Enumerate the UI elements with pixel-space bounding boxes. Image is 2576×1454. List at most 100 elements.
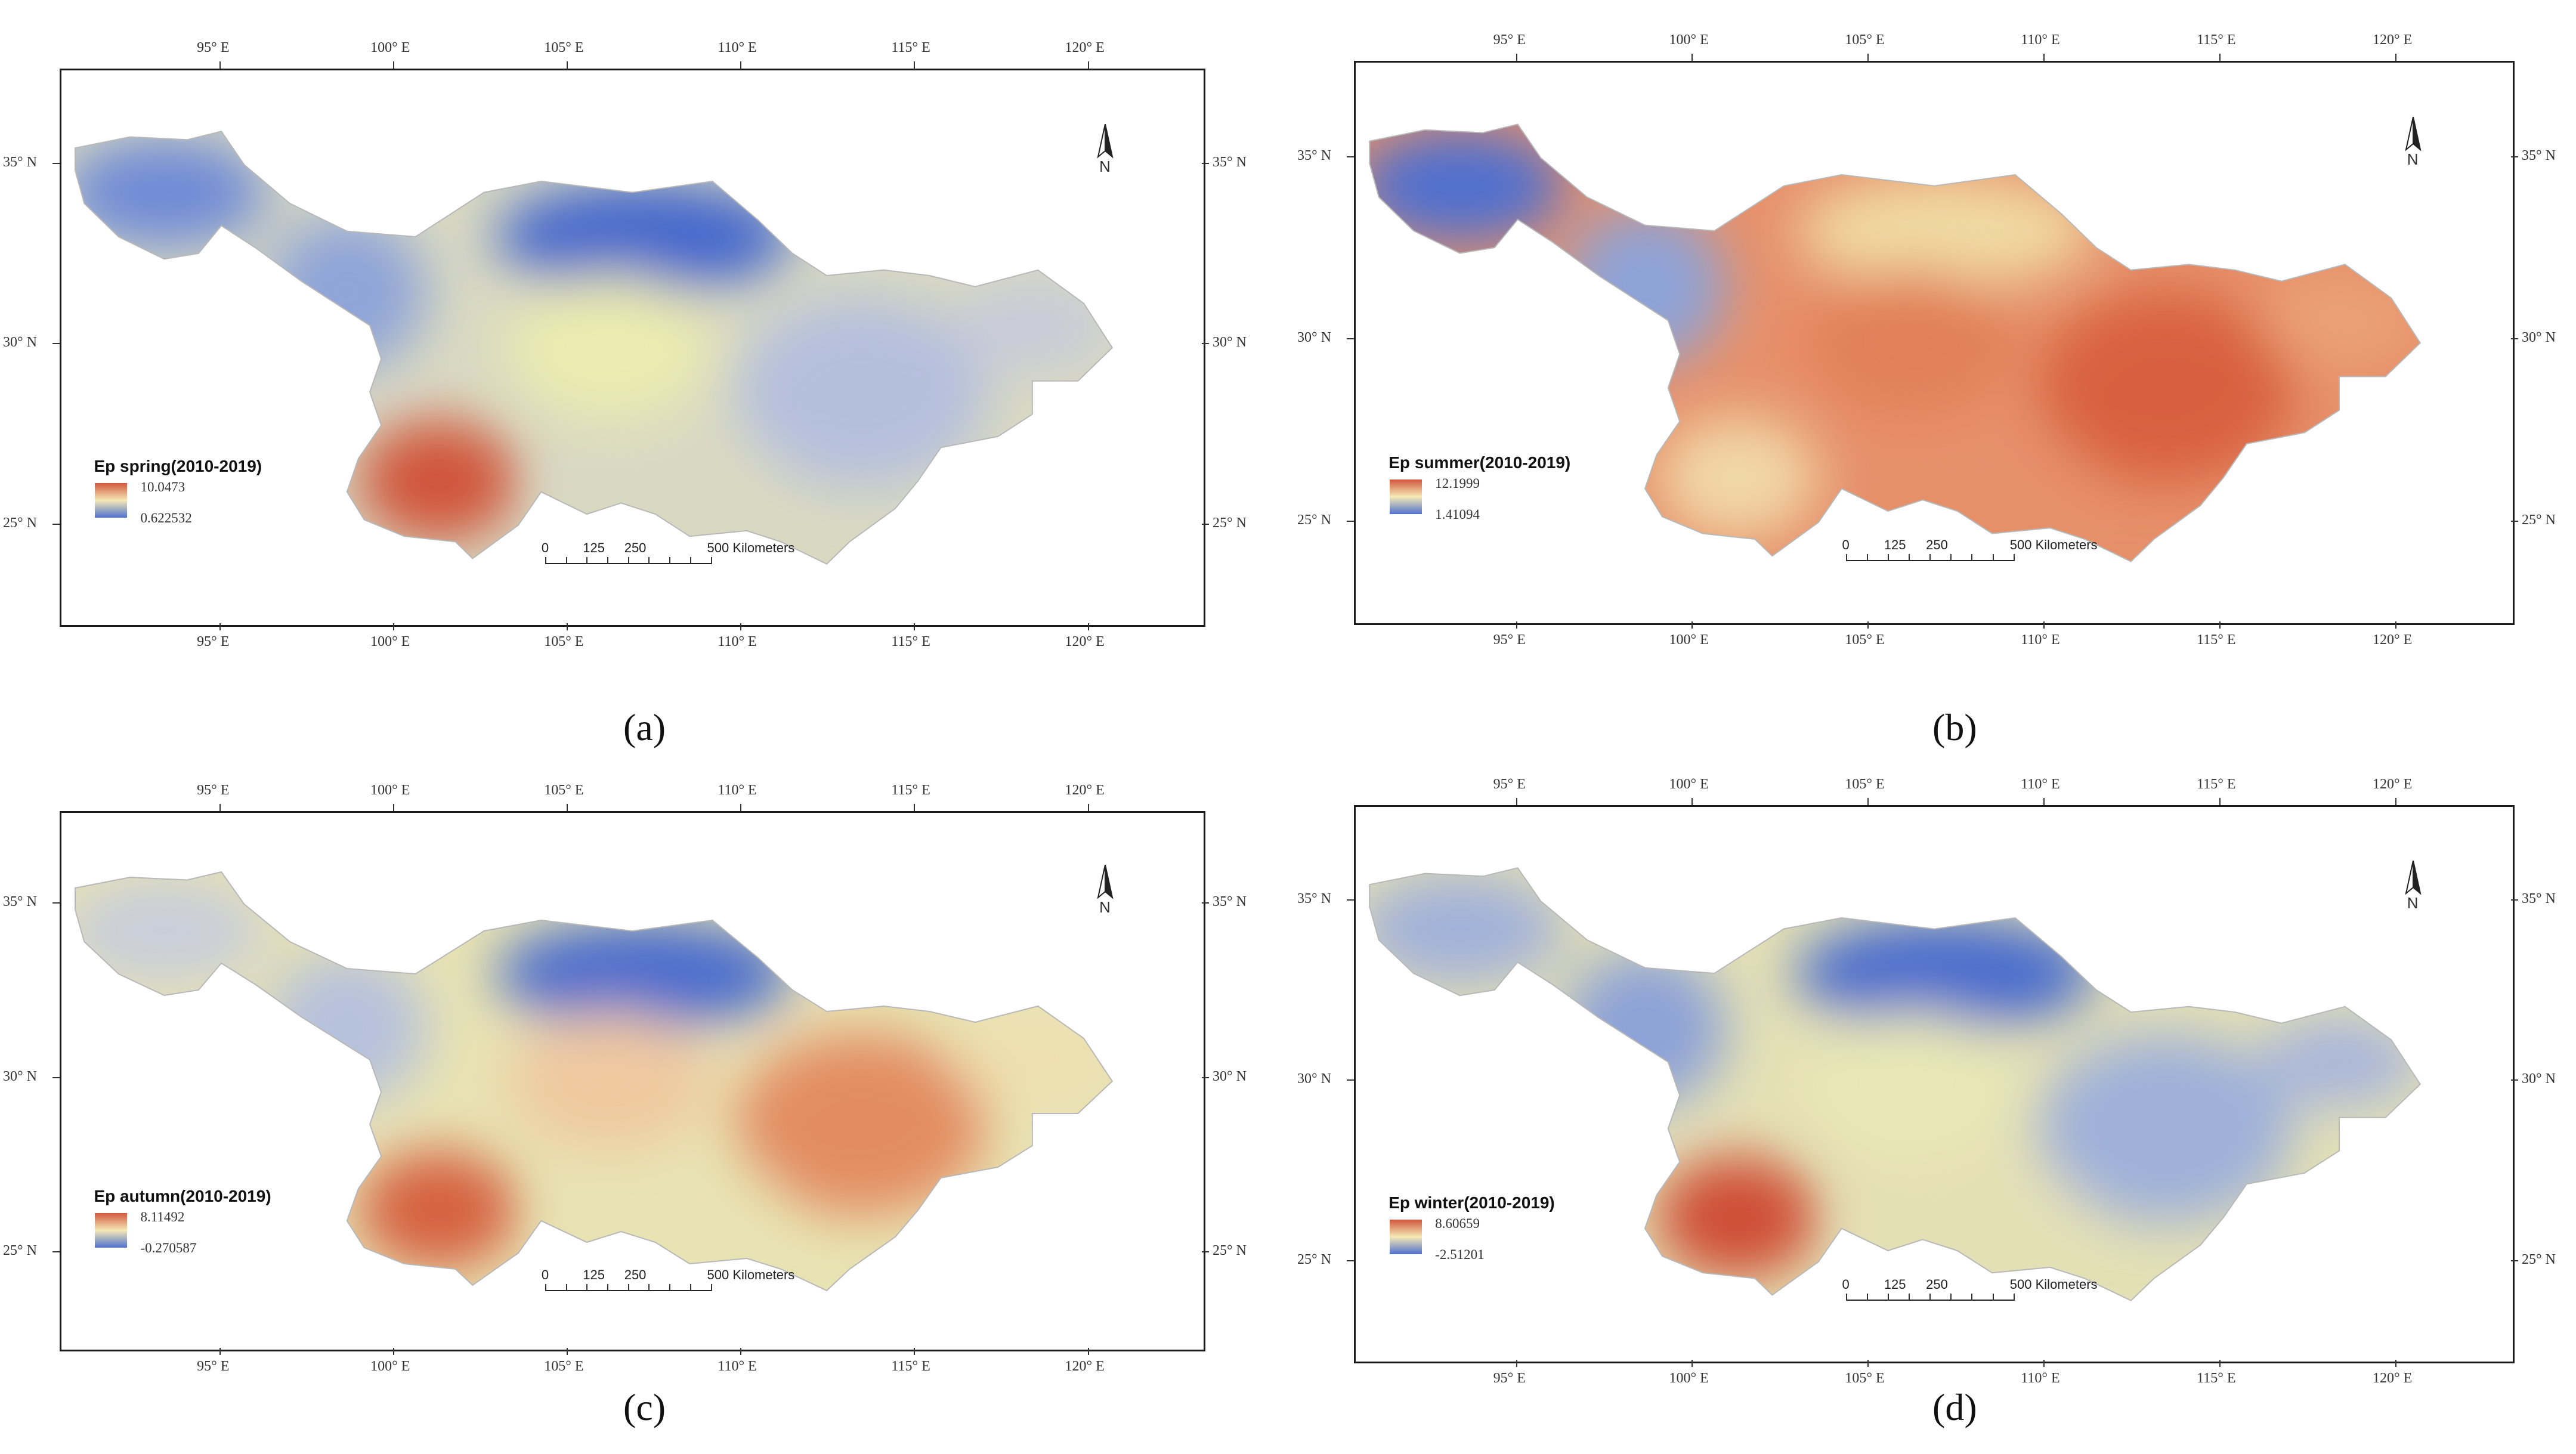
lat-label-right: 30° N (2522, 1071, 2556, 1087)
lon-label-bottom: 95° E (197, 634, 230, 649)
scale-bar-label: 0 (1842, 537, 1850, 552)
lon-label-bottom: 120° E (2373, 1371, 2413, 1386)
scale-bar-tick (1992, 1293, 1994, 1301)
ep-region-southwest (358, 1151, 518, 1269)
lon-label-bottom: 120° E (2373, 632, 2413, 648)
ep-region-east (2038, 1034, 2293, 1223)
ep-region-tibet-south (1564, 208, 1726, 366)
scale-bar-tick (1866, 1293, 1868, 1301)
lon-tick-bottom (2395, 1360, 2396, 1367)
lat-label-right: 25° N (2522, 512, 2556, 528)
scale-bar-label: 250 (1926, 1276, 1948, 1292)
lon-tick-bottom (1516, 621, 1517, 629)
legend-min-value: 0.622532 (140, 511, 192, 525)
lon-tick-bottom (1691, 621, 1693, 629)
ep-region-west (75, 137, 267, 248)
map-frame (1354, 805, 2515, 1363)
lon-label-bottom: 95° E (197, 1359, 230, 1374)
lon-tick-bottom (740, 623, 742, 630)
map-frame (60, 69, 1205, 627)
ep-region-tibet-south (1564, 951, 1726, 1107)
lon-tick-bottom (1087, 1348, 1089, 1355)
lon-tick-top (1087, 804, 1089, 811)
lon-label-bottom: 115° E (2197, 1371, 2236, 1386)
north-label: N (1099, 157, 1111, 175)
scale-bar-tick (1845, 1293, 1847, 1301)
basin-map (75, 871, 1114, 1292)
lat-tick-left (1347, 520, 1354, 522)
lon-label-bottom: 95° E (1493, 1371, 1526, 1386)
scale-bar-tick (545, 556, 546, 564)
scale-bar-label: 0 (1842, 1276, 1850, 1292)
scale-bar-tick (1845, 554, 1847, 561)
lon-label-top: 100° E (1669, 777, 1709, 792)
ep-region-west (75, 877, 267, 985)
legend-max-value: 12.1999 (1435, 476, 1480, 491)
lon-tick-top (219, 804, 221, 811)
lon-tick-bottom (1087, 623, 1089, 630)
lat-label-right: 35° N (1213, 154, 1247, 171)
scale-bar-label: 250 (1926, 537, 1948, 552)
ep-region-southwest (358, 419, 518, 542)
lat-tick-left (1347, 156, 1354, 157)
lat-label-right: 25° N (1213, 515, 1247, 531)
lon-tick-bottom (1867, 621, 1869, 629)
lon-label-top: 95° E (1493, 32, 1526, 48)
lon-label-top: 100° E (1669, 32, 1709, 48)
lon-label-top: 95° E (197, 782, 230, 798)
lat-tick-right (2511, 338, 2518, 340)
lon-tick-bottom (1691, 1360, 1693, 1367)
north-label: N (2407, 894, 2419, 912)
legend-min-value: 1.41094 (1435, 507, 1480, 522)
lon-tick-bottom (219, 623, 221, 630)
scale-bar-tick (1908, 1293, 1910, 1301)
scale-bar-tick (1929, 554, 1931, 561)
lon-tick-top (1867, 54, 1869, 61)
lat-tick-right (1202, 1251, 1209, 1252)
lat-tick-right (1202, 902, 1209, 904)
lon-label-bottom: 110° E (2021, 632, 2060, 648)
scale-bar-tick (627, 556, 629, 564)
lon-label-bottom: 115° E (2197, 632, 2236, 648)
lon-tick-top (2043, 798, 2045, 805)
lon-label-bottom: 100° E (1669, 632, 1709, 648)
legend-title: Ep winter(2010-2019) (1388, 1193, 1555, 1212)
lat-label-left: 35° N (1297, 891, 1331, 907)
lat-label-left: 30° N (3, 1068, 37, 1084)
ep-region-southwest (1656, 416, 1819, 539)
map-frame (1354, 61, 2515, 625)
lat-tick-left (52, 1251, 60, 1252)
lon-tick-bottom (567, 623, 568, 630)
scale-bar-tick (627, 1284, 629, 1291)
lon-tick-bottom (393, 623, 395, 630)
basin-outline (1369, 123, 2422, 562)
lon-label-top: 105° E (544, 40, 584, 55)
lon-tick-top (1516, 54, 1517, 61)
lon-label-top: 120° E (1065, 40, 1105, 55)
scale-bar-tick (586, 1284, 588, 1291)
lat-label-left: 25° N (3, 1243, 37, 1258)
lon-label-top: 115° E (2197, 32, 2236, 48)
ep-region-south-mid (552, 425, 781, 514)
lon-label-top: 105° E (1845, 777, 1885, 792)
lat-tick-left (52, 163, 60, 165)
lat-tick-left (52, 343, 60, 345)
lon-label-top: 105° E (1845, 32, 1885, 48)
lon-label-top: 120° E (1065, 782, 1105, 798)
ep-region-south-mid (1853, 421, 2085, 511)
lon-tick-bottom (2219, 1360, 2221, 1367)
lat-tick-right (2511, 156, 2518, 157)
north-arrow-icon (1093, 864, 1117, 918)
lat-label-right: 30° N (2522, 330, 2556, 346)
scale-bar-label: 500 Kilometers (2009, 537, 2098, 552)
ep-region-sichuan-basin (506, 276, 713, 420)
lon-label-bottom: 110° E (2021, 1371, 2060, 1386)
lon-tick-top (2219, 798, 2221, 805)
lon-label-bottom: 95° E (1493, 632, 1526, 648)
legend-max-value: 8.11492 (140, 1209, 185, 1224)
lon-label-top: 110° E (2021, 32, 2060, 48)
lon-tick-top (393, 804, 395, 811)
lon-tick-top (914, 61, 916, 69)
north-arrow-icon (2401, 116, 2425, 171)
lon-tick-top (914, 804, 916, 811)
